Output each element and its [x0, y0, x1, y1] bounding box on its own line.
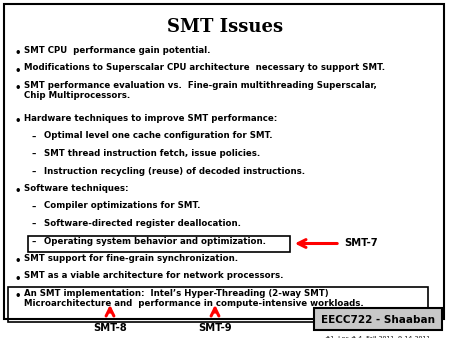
- Text: Compiler optimizations for SMT.: Compiler optimizations for SMT.: [44, 201, 201, 211]
- Text: –: –: [32, 132, 36, 142]
- Text: SMT support for fine-grain synchronization.: SMT support for fine-grain synchronizati…: [24, 254, 238, 263]
- Text: •: •: [14, 273, 21, 284]
- Text: Modifications to Superscalar CPU architecture  necessary to support SMT.: Modifications to Superscalar CPU archite…: [24, 64, 385, 72]
- Text: Operating system behavior and optimization.: Operating system behavior and optimizati…: [44, 237, 266, 245]
- Text: Instruction recycling (reuse) of decoded instructions.: Instruction recycling (reuse) of decoded…: [44, 167, 305, 175]
- Text: Software-directed register deallocation.: Software-directed register deallocation.: [44, 219, 241, 228]
- Text: •: •: [14, 66, 21, 75]
- Text: SMT-8: SMT-8: [93, 323, 127, 333]
- Bar: [314, 308, 442, 330]
- Text: EECC722 - Shaaban: EECC722 - Shaaban: [321, 315, 435, 325]
- Text: SMT CPU  performance gain potential.: SMT CPU performance gain potential.: [24, 46, 211, 55]
- Text: Optimal level one cache configuration for SMT.: Optimal level one cache configuration fo…: [44, 131, 273, 141]
- Text: •: •: [14, 83, 21, 93]
- Text: •: •: [14, 256, 21, 266]
- Text: –: –: [32, 168, 36, 176]
- Bar: [8, 287, 428, 322]
- Text: #1  Lec # 4  Fall 2011  9-14-2011: #1 Lec # 4 Fall 2011 9-14-2011: [325, 336, 431, 338]
- Text: Software techniques:: Software techniques:: [24, 184, 129, 193]
- Text: SMT-9: SMT-9: [198, 323, 232, 333]
- Text: SMT thread instruction fetch, issue policies.: SMT thread instruction fetch, issue poli…: [44, 149, 260, 158]
- Text: SMT Issues: SMT Issues: [167, 18, 283, 36]
- Text: SMT performance evaluation vs.  Fine-grain multithreading Superscalar,
Chip Mult: SMT performance evaluation vs. Fine-grai…: [24, 81, 377, 100]
- Text: •: •: [14, 48, 21, 58]
- Text: –: –: [32, 202, 36, 212]
- Text: –: –: [32, 220, 36, 229]
- Text: SMT as a viable architecture for network processors.: SMT as a viable architecture for network…: [24, 271, 284, 281]
- Text: Hardware techniques to improve SMT performance:: Hardware techniques to improve SMT perfo…: [24, 114, 277, 123]
- Text: –: –: [32, 150, 36, 159]
- Text: An SMT implementation:  Intel’s Hyper-Threading (2-way SMT)
Microarchitecture an: An SMT implementation: Intel’s Hyper-Thr…: [24, 289, 364, 308]
- Text: •: •: [14, 186, 21, 196]
- Text: SMT-7: SMT-7: [344, 239, 378, 248]
- Text: –: –: [32, 238, 36, 246]
- Text: •: •: [14, 116, 21, 126]
- Bar: [28, 236, 290, 251]
- Text: •: •: [14, 291, 21, 301]
